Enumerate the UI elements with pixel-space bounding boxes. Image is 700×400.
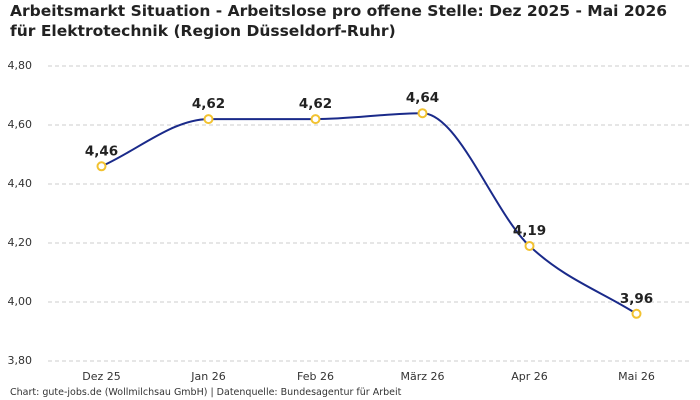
y-tick-label: 3,80 (8, 354, 33, 367)
line (101, 112, 638, 315)
x-tick-label: Dez 25 (82, 370, 121, 383)
marker (524, 240, 535, 251)
chart-title: Arbeitsmarkt Situation - Arbeitslose pro… (10, 2, 668, 40)
marker (417, 108, 428, 119)
marker (96, 161, 107, 172)
x-tick-label: Jan 26 (190, 370, 225, 383)
value-label: 4,64 (406, 90, 439, 106)
y-tick-label: 4,80 (8, 59, 33, 72)
y-tick-label: 4,40 (8, 177, 33, 190)
marker (631, 308, 642, 319)
x-tick-label: März 26 (400, 370, 444, 383)
x-tick-label: Apr 26 (511, 370, 548, 383)
value-label: 4,19 (513, 223, 546, 239)
marker (203, 114, 214, 125)
y-tick-label: 4,00 (8, 295, 33, 308)
marker (310, 114, 321, 125)
value-label: 4,62 (299, 96, 332, 112)
y-tick-label: 4,20 (8, 236, 33, 249)
value-label: 4,46 (85, 143, 118, 159)
source-note: Chart: gute-jobs.de (Wollmilchsau GmbH) … (10, 387, 402, 398)
value-label: 3,96 (620, 291, 653, 307)
y-tick-label: 4,60 (8, 118, 33, 131)
value-label: 4,62 (192, 96, 225, 112)
x-tick-label: Feb 26 (297, 370, 334, 383)
x-tick-label: Mai 26 (618, 370, 655, 383)
